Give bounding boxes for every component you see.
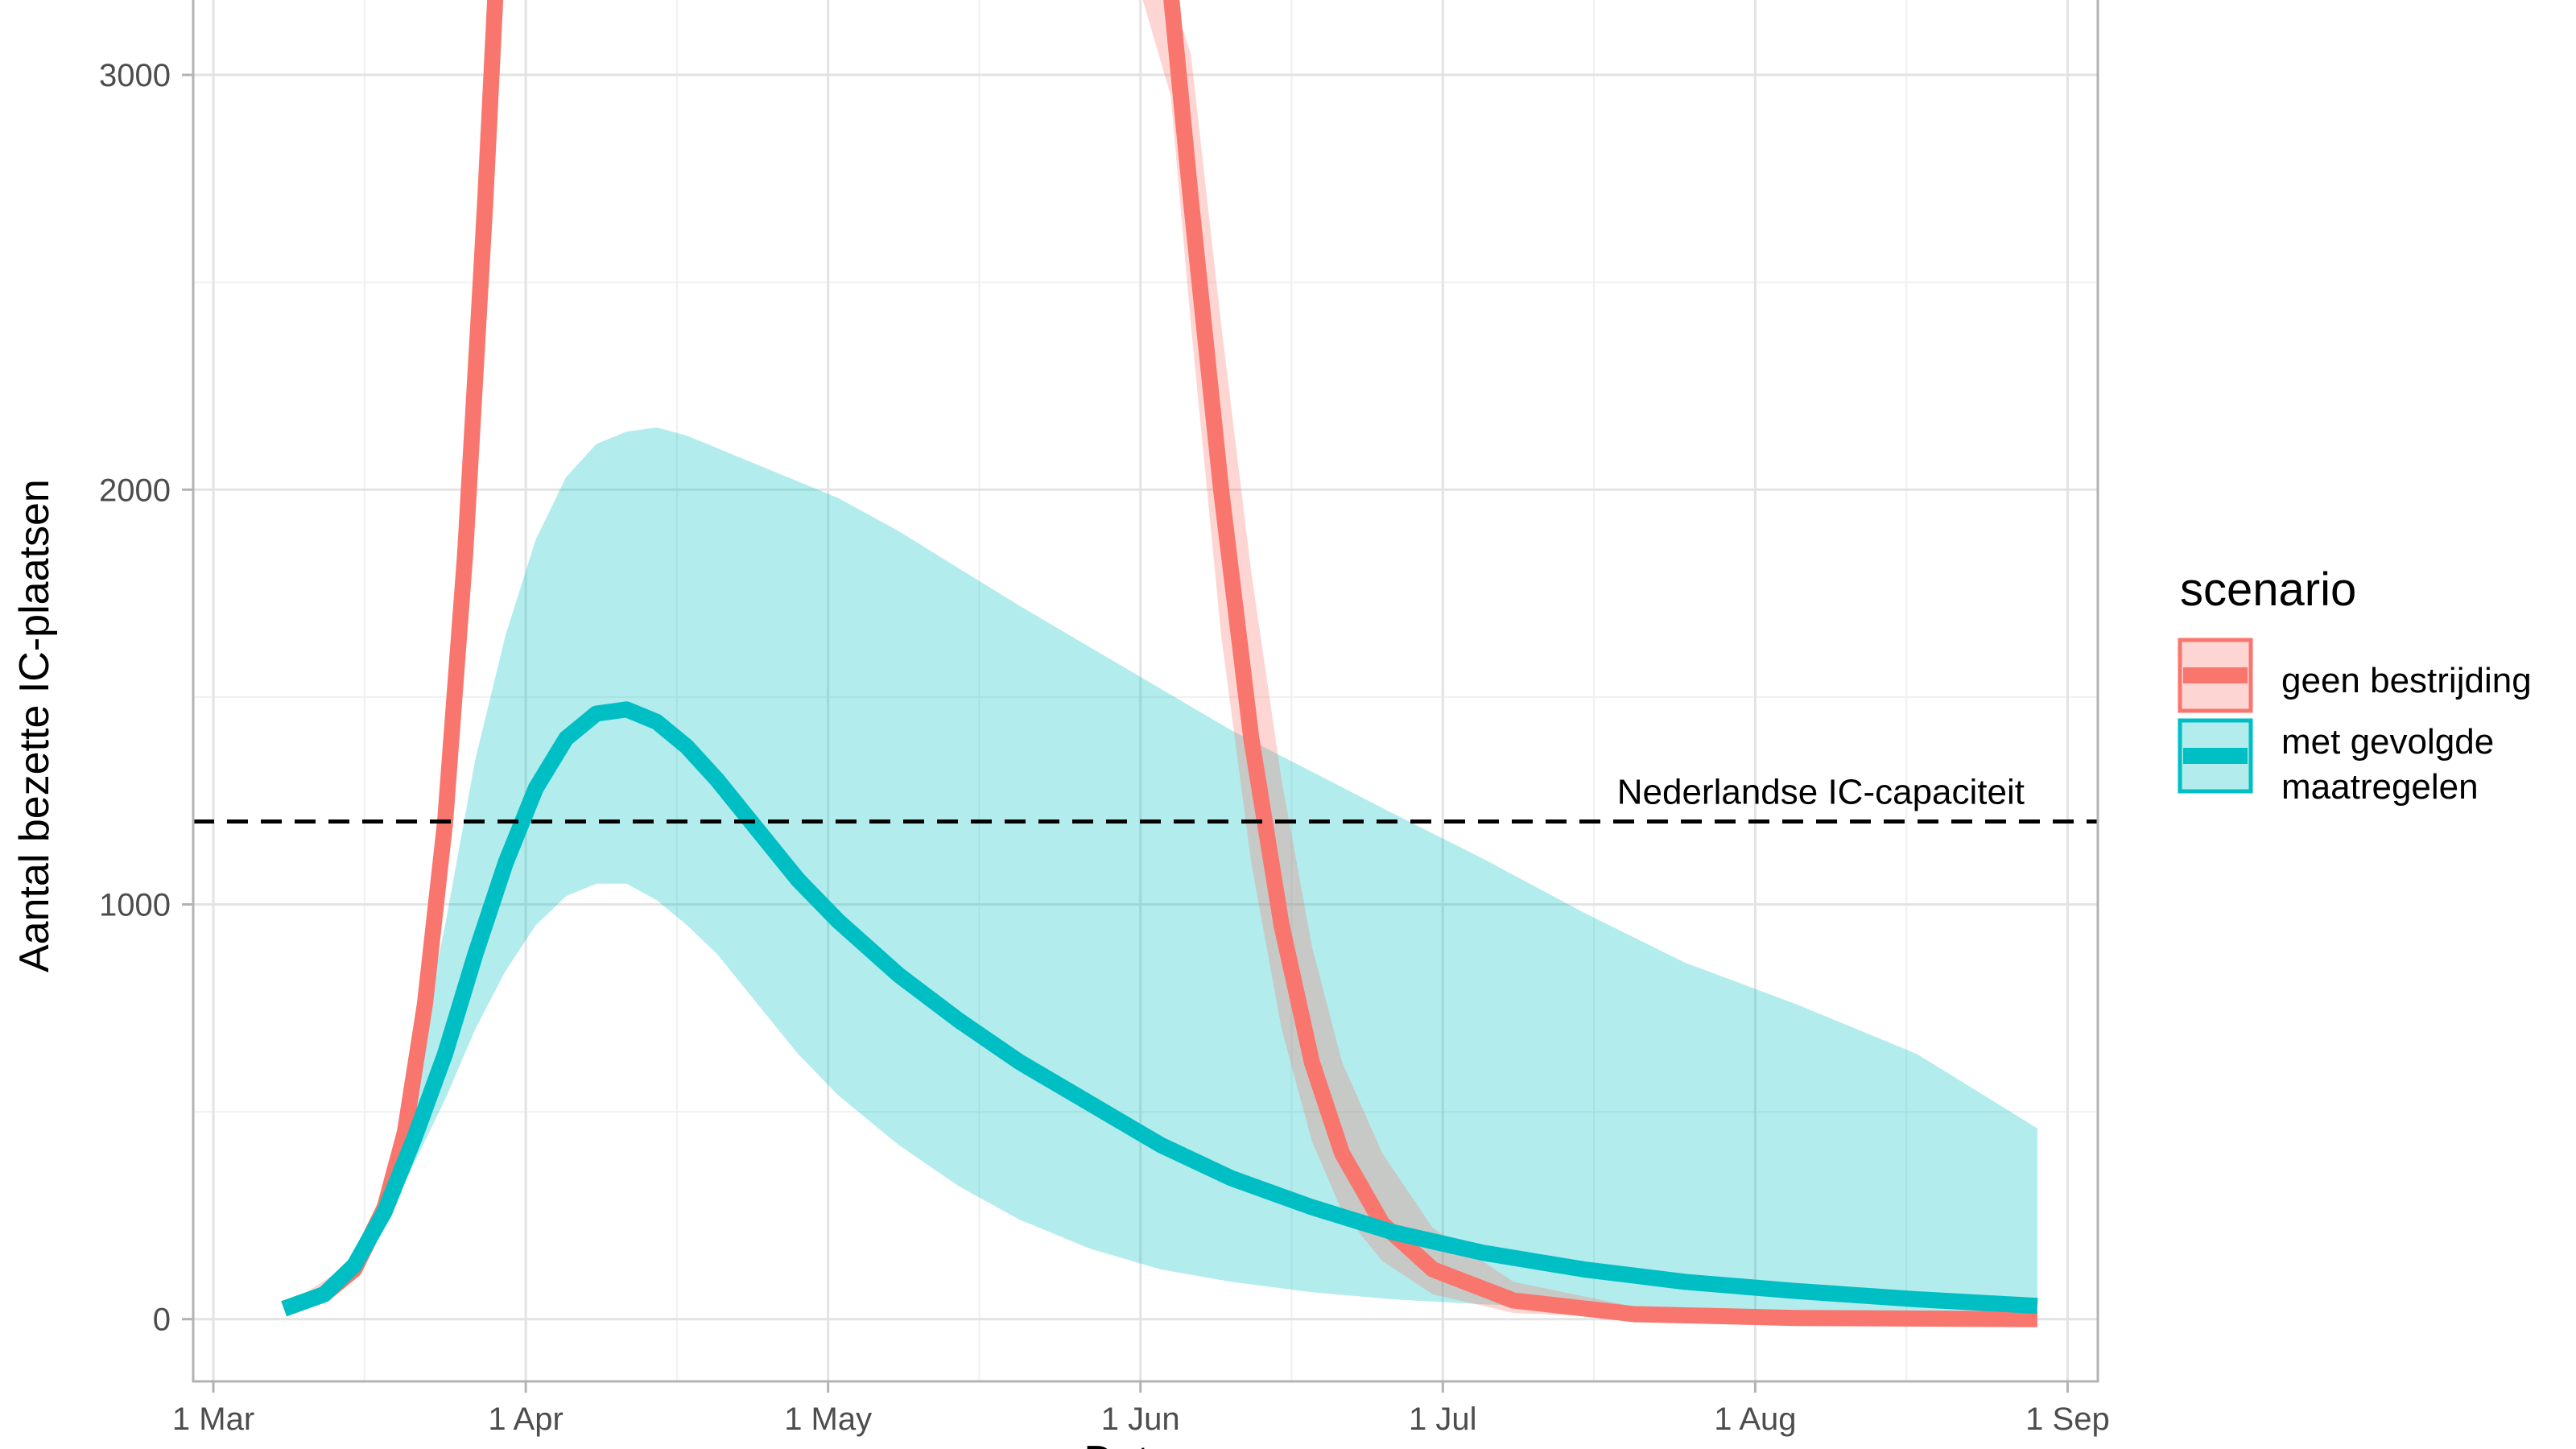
legend: scenario geen bestrijding met gevolgde ma… — [2178, 564, 2532, 807]
major-gridlines — [193, 0, 2098, 1381]
legend-title: scenario — [2180, 564, 2356, 616]
legend-label-geen-bestrijding: geen bestrijding — [2281, 661, 2532, 700]
confidence-bands — [283, 0, 2037, 1319]
y-axis: 0 1000 2000 3000 — [99, 58, 193, 1338]
plot-panel-border — [192, 0, 2099, 1383]
band-met-gevolgde-maatregelen — [283, 427, 2037, 1317]
y-tick-label: 0 — [153, 1302, 171, 1338]
y-tick-label: 2000 — [99, 473, 171, 508]
x-axis-title: Datum — [1084, 1438, 1207, 1449]
y-axis-title: Aantal bezette IC-plaatsen — [11, 479, 58, 972]
line-met-gevolgde-maatregelen — [281, 701, 2038, 1317]
series-lines — [281, 0, 2038, 1327]
legend-items: geen bestrijding met gevolgde maatregelen — [2178, 638, 2532, 807]
ic-capacity-label: Nederlandse IC-capaciteit — [1617, 772, 2025, 811]
legend-label-met-gevolgde-maatregelen-line2: maatregelen — [2281, 767, 2479, 807]
line-geen-bestrijding — [1163, 0, 2037, 1327]
x-tick-label: 1 Mar — [172, 1402, 254, 1437]
x-tick-label: 1 Jun — [1101, 1402, 1180, 1437]
x-tick-label: 1 Aug — [1714, 1402, 1796, 1437]
y-tick-label: 3000 — [99, 58, 171, 93]
legend-label-met-gevolgde-maatregelen: met gevolgde — [2281, 722, 2494, 762]
y-tick-label: 1000 — [99, 887, 171, 923]
x-tick-label: 1 May — [784, 1402, 872, 1437]
x-axis: 1 Mar 1 Apr 1 May 1 Jun 1 Jul 1 Aug 1 Sep — [172, 1381, 2110, 1437]
x-tick-label: 1 Sep — [2025, 1402, 2110, 1437]
x-tick-label: 1 Apr — [488, 1402, 563, 1437]
x-tick-label: 1 Jul — [1409, 1402, 1477, 1437]
minor-gridlines — [193, 0, 2098, 1381]
